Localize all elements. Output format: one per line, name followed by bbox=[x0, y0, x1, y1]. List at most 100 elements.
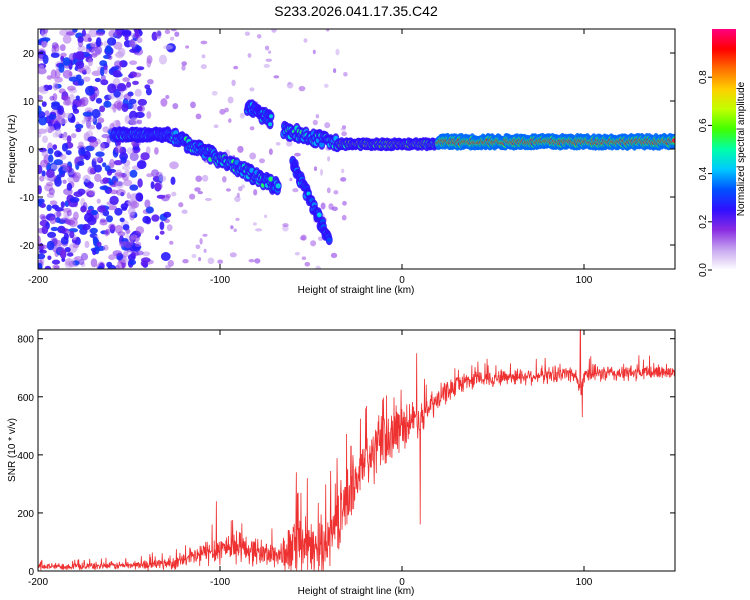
heatmap-noise-cell bbox=[95, 37, 102, 48]
heatmap-noise-cell bbox=[129, 39, 137, 48]
spectrogram-y-tick-label: -10 bbox=[20, 193, 35, 204]
heatmap-noise-cell bbox=[323, 83, 329, 88]
heatmap-noise-cell bbox=[114, 207, 123, 216]
heatmap-noise-cell bbox=[233, 228, 237, 233]
heatmap-noise-cell bbox=[53, 159, 63, 166]
heatmap-noise-cell bbox=[163, 44, 174, 50]
heatmap-noise-cell bbox=[47, 231, 57, 238]
heatmap-noise-cell bbox=[142, 215, 151, 224]
heatmap-noise-cell bbox=[38, 164, 43, 175]
heatmap-noise-cell bbox=[140, 260, 148, 267]
heatmap-noise-cell bbox=[265, 58, 273, 62]
heatmap-noise-cell bbox=[158, 175, 167, 182]
heatmap-noise-cell bbox=[52, 144, 58, 151]
heatmap-noise-cell bbox=[122, 179, 133, 187]
heatmap-noise-cell bbox=[102, 162, 107, 168]
heatmap-noise-cell bbox=[48, 187, 55, 196]
heatmap-noise-cell bbox=[234, 195, 241, 203]
heatmap-band-cell bbox=[268, 122, 273, 127]
heatmap-noise-cell bbox=[60, 52, 67, 58]
heatmap-noise-cell bbox=[45, 181, 54, 187]
heatmap-noise-cell bbox=[115, 180, 124, 189]
heatmap-noise-cell bbox=[189, 193, 196, 200]
heatmap-noise-cell bbox=[303, 38, 308, 43]
heatmap-noise-cell bbox=[286, 140, 293, 147]
heatmap-noise-cell bbox=[41, 225, 49, 235]
heatmap-noise-cell bbox=[289, 177, 293, 182]
heatmap-noise-cell bbox=[89, 139, 99, 148]
heatmap-noise-cell bbox=[38, 185, 42, 195]
heatmap-noise-cell bbox=[97, 205, 107, 213]
heatmap-noise-cell bbox=[129, 60, 138, 65]
heatmap-noise-cell bbox=[318, 236, 323, 241]
heatmap-noise-cell bbox=[249, 126, 255, 131]
heatmap-band-cell bbox=[319, 142, 325, 148]
heatmap-noise-cell bbox=[65, 150, 72, 156]
heatmap-noise-cell bbox=[114, 144, 123, 154]
heatmap-noise-cell bbox=[100, 142, 106, 152]
heatmap-noise-cell bbox=[84, 212, 94, 223]
heatmap-noise-cell bbox=[271, 29, 277, 33]
spectrogram-x-tick-label: 100 bbox=[576, 275, 593, 286]
heatmap-noise-cell bbox=[253, 189, 258, 196]
heatmap-noise-cell bbox=[61, 247, 66, 258]
heatmap-noise-cell bbox=[94, 77, 101, 83]
heatmap-noise-cell bbox=[125, 228, 131, 235]
heatmap-noise-cell bbox=[85, 47, 91, 54]
heatmap-noise-cell bbox=[52, 82, 59, 91]
heatmap-noise-cell bbox=[340, 177, 347, 182]
heatmap-noise-cell bbox=[249, 87, 255, 92]
heatmap-noise-cell bbox=[202, 233, 208, 237]
heatmap-noise-cell bbox=[105, 45, 112, 54]
heatmap-noise-cell bbox=[81, 119, 86, 125]
spectrogram-x-tick-label: 0 bbox=[399, 275, 405, 286]
heatmap-noise-cell bbox=[132, 102, 138, 111]
heatmap-noise-cell bbox=[132, 80, 139, 85]
heatmap-noise-cell bbox=[90, 258, 98, 268]
heatmap-noise-cell bbox=[300, 234, 307, 241]
heatmap-noise-cell bbox=[312, 119, 318, 126]
heatmap-noise-cell bbox=[158, 54, 168, 65]
heatmap-noise-cell bbox=[100, 74, 106, 82]
heatmap-noise-cell bbox=[66, 135, 72, 144]
heatmap-noise-cell bbox=[38, 198, 45, 204]
spectrogram-x-ticks: -200 -100 0 100 bbox=[28, 29, 593, 286]
heatmap-noise-cell bbox=[51, 204, 59, 209]
heatmap-noise-cell bbox=[82, 76, 91, 82]
heatmap-noise-cell bbox=[341, 214, 347, 221]
heatmap-noise-cell bbox=[138, 105, 146, 112]
heatmap-band-cell bbox=[268, 177, 273, 181]
heatmap-noise-cell bbox=[164, 218, 170, 223]
heatmap-noise-cell bbox=[127, 207, 136, 216]
heatmap-noise-cell bbox=[217, 259, 224, 264]
heatmap-noise-cell bbox=[92, 157, 102, 162]
heatmap-noise-cell bbox=[342, 200, 347, 206]
heatmap-noise-cell bbox=[73, 174, 82, 180]
heatmap-noise-cell bbox=[97, 117, 105, 124]
heatmap-noise-cell bbox=[87, 166, 95, 175]
heatmap-noise-cell bbox=[54, 150, 62, 158]
heatmap-noise-cell bbox=[165, 94, 170, 100]
heatmap-noise-cell bbox=[178, 202, 184, 208]
colorbar-tick-label: 0.6 bbox=[698, 118, 709, 132]
heatmap-noise-cell bbox=[247, 53, 252, 58]
heatmap-noise-cell bbox=[42, 135, 48, 144]
heatmap-band-cell bbox=[317, 212, 322, 217]
snr-y-label: SNR (10 * v/v) bbox=[7, 418, 18, 482]
heatmap-noise-cell bbox=[185, 45, 190, 49]
heatmap-noise-cell bbox=[170, 176, 176, 185]
heatmap-noise-cell bbox=[181, 209, 188, 214]
heatmap-noise-cell bbox=[315, 114, 320, 119]
heatmap-noise-cell bbox=[230, 225, 234, 230]
heatmap-noise-cell bbox=[115, 189, 126, 196]
chart-title: S233.2026.041.17.35.C42 bbox=[274, 3, 438, 19]
heatmap-noise-cell bbox=[195, 113, 202, 120]
heatmap-noise-cell bbox=[244, 31, 250, 36]
heatmap-noise-cell bbox=[59, 154, 67, 161]
heatmap-noise-cell bbox=[39, 175, 45, 182]
heatmap-noise-cell bbox=[74, 123, 84, 129]
heatmap-noise-cell bbox=[76, 67, 87, 73]
heatmap-noise-cell bbox=[46, 240, 55, 251]
heatmap-noise-cell bbox=[108, 223, 116, 231]
